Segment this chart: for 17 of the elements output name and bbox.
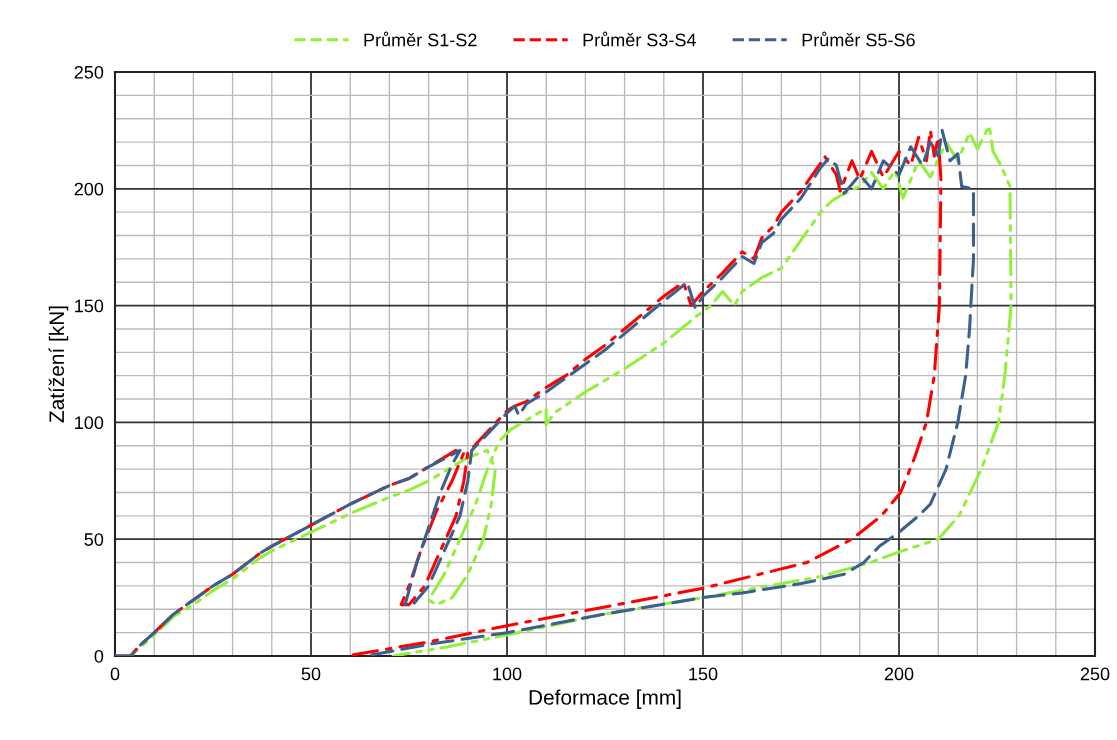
y-tick-label: 0 [94, 649, 104, 663]
legend-label: Průměr S5-S6 [802, 31, 915, 47]
y-tick-label: 200 [74, 182, 104, 196]
y-tick-label: 100 [75, 416, 104, 430]
y-tick-label: 150 [75, 299, 104, 313]
legend-label: Průměr S1-S2 [364, 31, 477, 47]
x-tick-label: 150 [689, 667, 718, 681]
y-tick-label: 50 [84, 533, 104, 546]
x-tick-label: 200 [884, 667, 914, 681]
x-tick-label: 0 [110, 667, 120, 681]
x-axis-title: Deformace [mm] [529, 689, 681, 709]
y-tick-label: 250 [74, 65, 104, 79]
x-tick-label: 250 [1080, 667, 1110, 681]
x-tick-label: 50 [301, 667, 321, 681]
y-axis-title: Zatížení [kN] [48, 306, 69, 423]
x-tick-label: 100 [493, 667, 522, 681]
legend-label: Průměr S3-S4 [583, 31, 696, 47]
